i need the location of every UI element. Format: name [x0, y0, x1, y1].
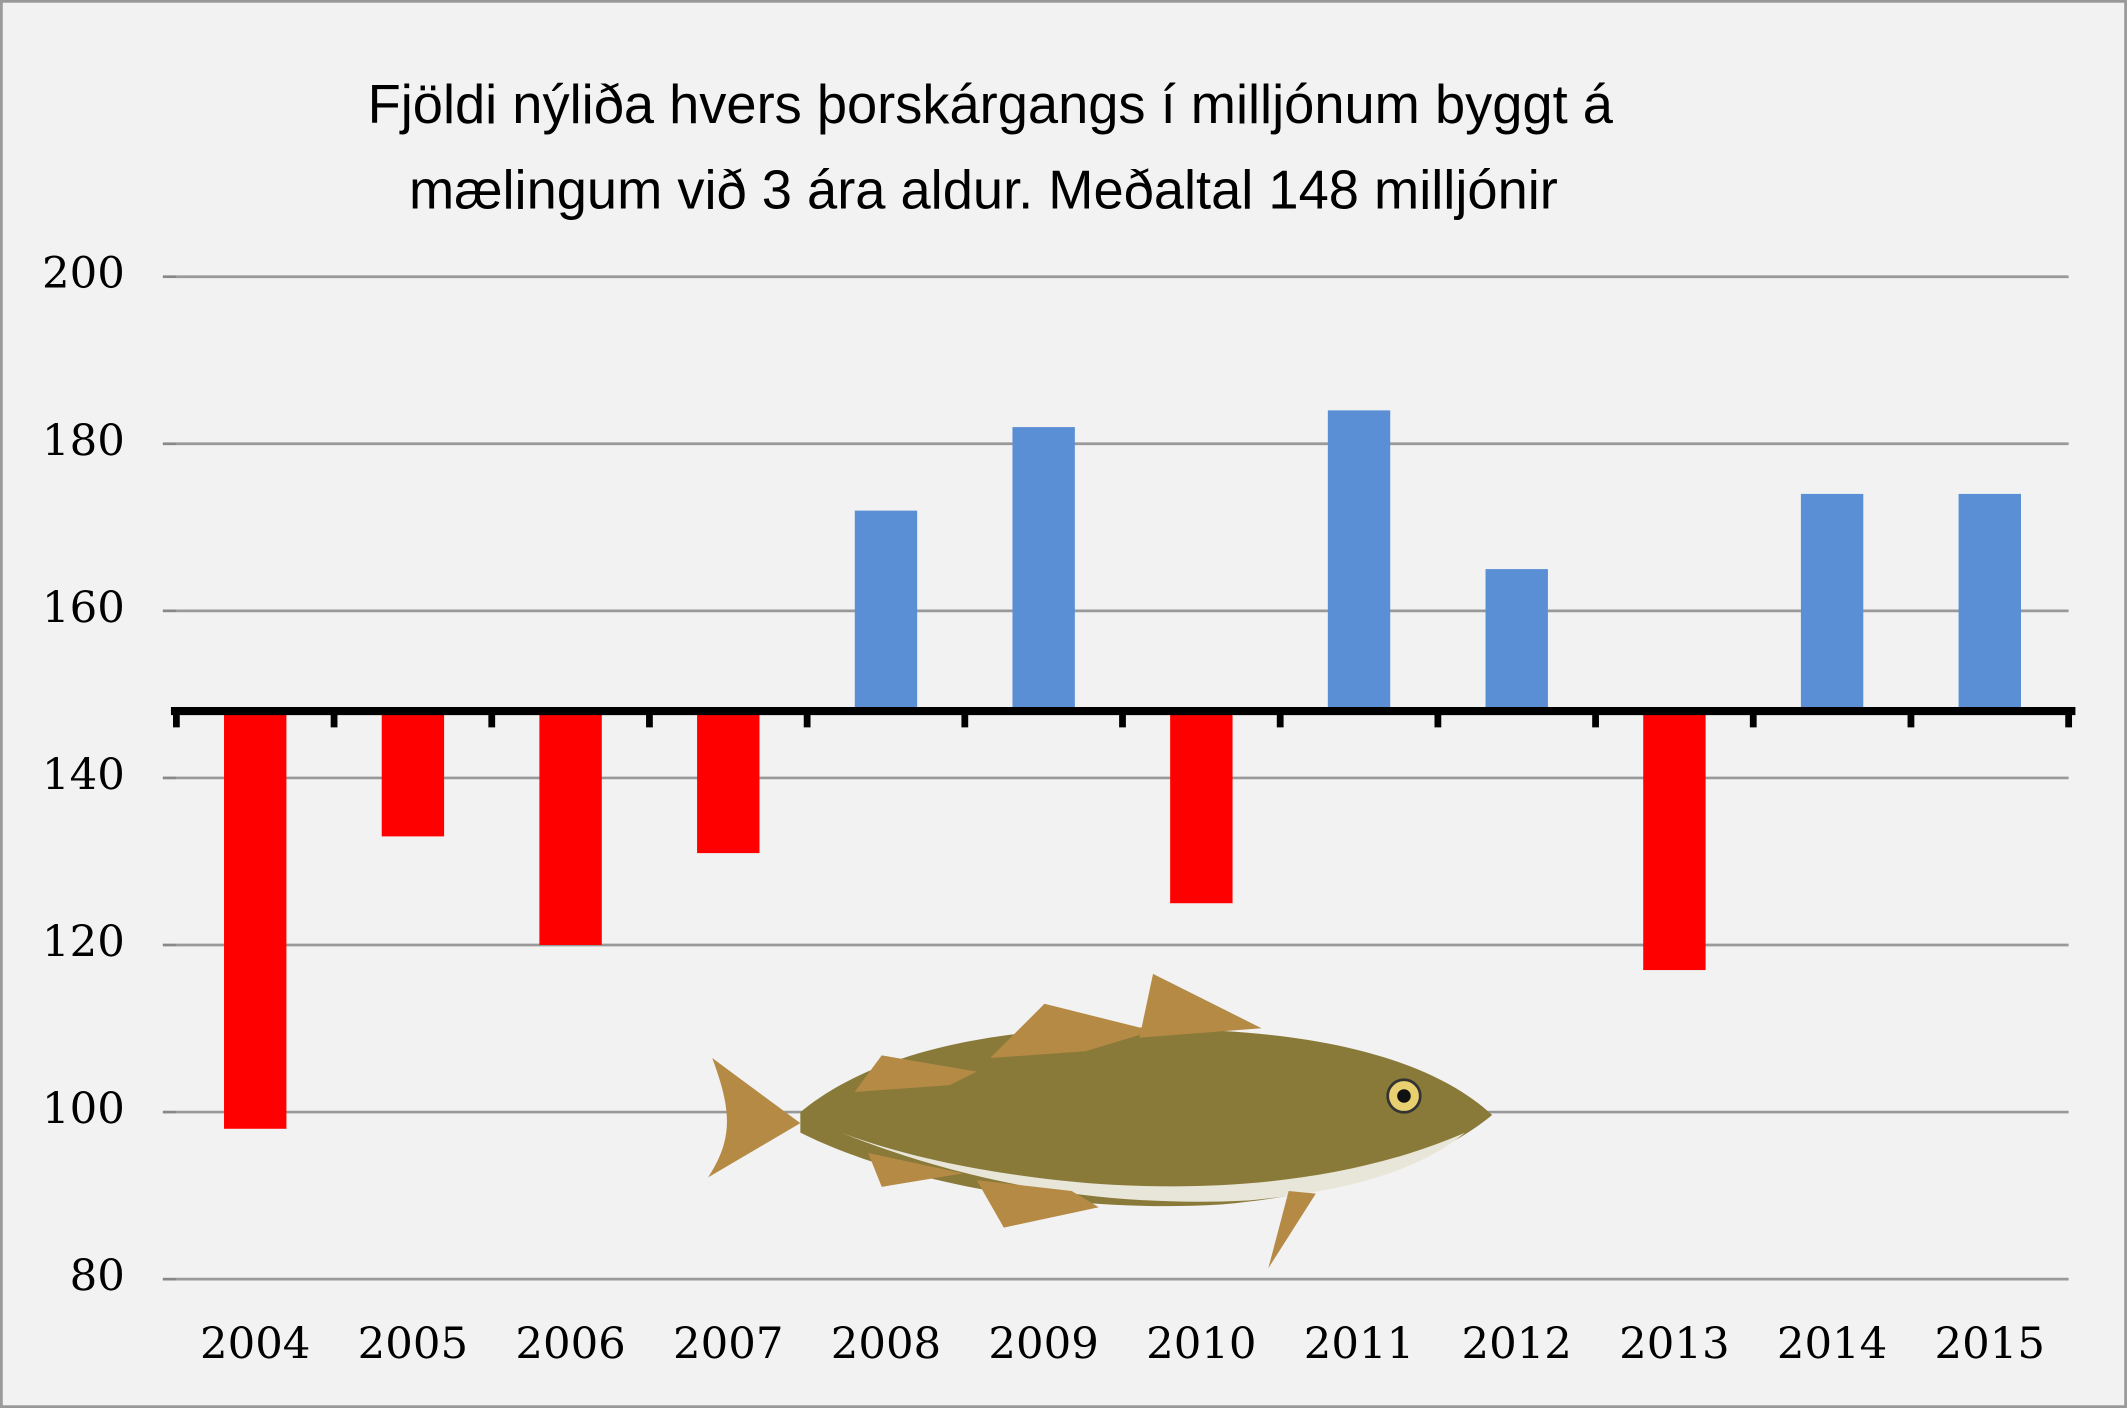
bar	[224, 711, 287, 1129]
x-tick-label: 2004	[200, 1319, 310, 1369]
x-tick-label: 2013	[1619, 1319, 1729, 1369]
x-tick-label: 2015	[1935, 1319, 2045, 1369]
y-tick-label: 120	[42, 917, 125, 967]
bar	[1958, 493, 2021, 712]
x-tick-label: 2006	[515, 1319, 625, 1369]
bar	[1012, 427, 1075, 712]
x-tick-label: 2008	[831, 1319, 941, 1369]
bar	[697, 711, 760, 854]
bar	[381, 711, 445, 837]
y-tick-label: 200	[42, 249, 125, 299]
x-tick-label: 2011	[1304, 1319, 1414, 1369]
bar	[539, 711, 602, 945]
y-tick-label: 180	[42, 416, 125, 466]
fish-illustration	[708, 973, 1493, 1269]
x-tick-label: 2010	[1146, 1319, 1256, 1369]
bar	[1485, 569, 1548, 712]
y-tick-label: 100	[42, 1084, 125, 1134]
chart-title: Fjöldi nýliða hvers þorskárgangs í millj…	[368, 75, 1614, 135]
chart-title: mælingum við 3 ára aldur. Meðaltal 148 m…	[409, 160, 1558, 220]
y-tick-label: 160	[42, 583, 125, 633]
y-tick-label: 140	[42, 750, 125, 800]
bar	[1327, 410, 1391, 712]
bar	[1800, 493, 1864, 712]
bar	[1170, 711, 1233, 904]
bar	[1643, 711, 1706, 971]
x-tick-label: 2012	[1462, 1319, 1572, 1369]
x-tick-label: 2014	[1777, 1319, 1887, 1369]
x-tick-label: 2005	[358, 1319, 468, 1369]
x-tick-label: 2007	[673, 1319, 783, 1369]
y-tick-label: 80	[70, 1251, 125, 1301]
bar	[854, 510, 918, 712]
x-tick-label: 2009	[988, 1319, 1098, 1369]
